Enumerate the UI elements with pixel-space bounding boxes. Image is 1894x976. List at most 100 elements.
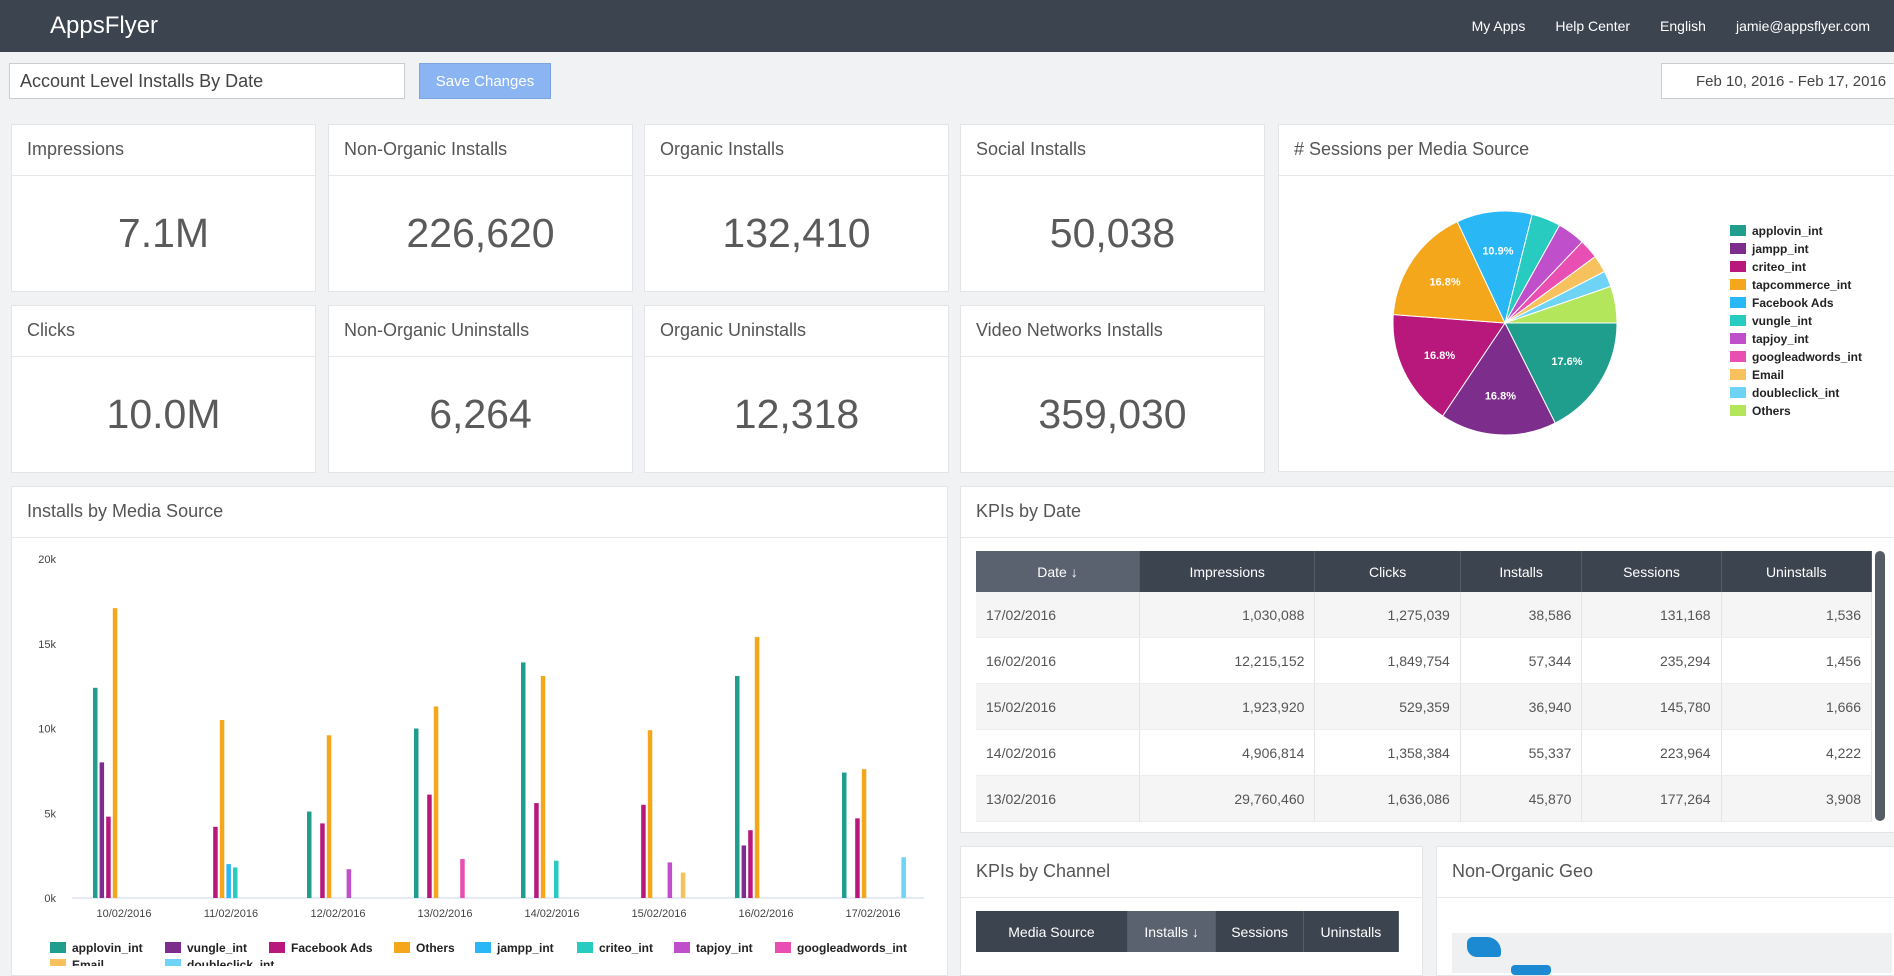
save-button[interactable]: Save Changes — [419, 63, 551, 99]
cell: 1,666 — [1721, 683, 1873, 730]
nav-help[interactable]: Help Center — [1555, 18, 1631, 34]
scrollbar[interactable] — [1875, 551, 1885, 821]
card-title: KPIs by Channel — [976, 861, 1111, 881]
bar-card: Installs by Media Source — [11, 486, 948, 976]
cell: 1,456 — [1721, 637, 1873, 684]
data-row: 17/02/2016 1,030,088 1,275,039 38,586 131,16… — [976, 592, 1873, 638]
nav: My Apps Help Center English jamie@appsfl… — [1472, 0, 1870, 52]
nav-language[interactable]: English — [1660, 18, 1706, 34]
tile-value: 12,318 — [733, 390, 860, 437]
tile-value: 359,030 — [1038, 390, 1187, 437]
data-row: 15/02/2016 1,923,920 529,359 36,940 145,780 1… — [976, 683, 1873, 730]
cell: 1,636,086 — [1314, 775, 1461, 822]
column-header[interactable]: Impressions — [1139, 551, 1316, 592]
cell: 16/02/2016 — [976, 637, 1140, 684]
stat-tile: Clicks 10.0M — [11, 305, 316, 473]
sep — [961, 356, 1264, 357]
map-region[interactable] — [1511, 965, 1551, 975]
cell: 15/02/2016 — [976, 683, 1140, 730]
cell: 36,940 — [1460, 683, 1583, 730]
tile-value: 7.1M — [117, 209, 210, 256]
sep — [329, 175, 632, 176]
cell: 17/02/2016 — [976, 592, 1140, 638]
cell: 1,030,088 — [1139, 592, 1316, 638]
nav-user[interactable]: jamie@appsflyer.com — [1735, 18, 1870, 34]
cell: 131,168 — [1581, 592, 1722, 638]
column-header[interactable]: Media Source — [976, 911, 1128, 952]
data-row: 13/02/2016 29,760,460 1,636,086 45,870 177,2… — [976, 775, 1873, 822]
cell: 3,908 — [1721, 775, 1873, 822]
column-header[interactable]: Sessions — [1215, 911, 1304, 952]
data-row: 16/02/2016 12,215,152 1,849,754 57,344 235,2… — [976, 637, 1873, 684]
cell: 29,760,460 — [1139, 775, 1316, 822]
cell: 235,294 — [1581, 637, 1722, 684]
column-header[interactable]: Clicks — [1314, 551, 1461, 592]
top-bar: AppsFlyer My Apps Help Center English ja… — [0, 0, 1894, 52]
kpi-date-card: KPIs by Date Date ↓ Impressions Clicks Inst… — [960, 486, 1894, 833]
tile-label: Impressions — [27, 139, 125, 159]
card-title: Installs by Media Source — [27, 501, 224, 521]
column-header[interactable]: Uninstalls — [1303, 911, 1400, 952]
header-row: Date ↓ Impressions Clicks Installs Sessions U… — [976, 551, 1873, 592]
cell: 14/02/2016 — [976, 729, 1140, 776]
cell: 45,870 — [1460, 775, 1583, 822]
column-header[interactable]: Uninstalls — [1721, 551, 1873, 592]
nav-my-apps[interactable]: My Apps — [1471, 18, 1526, 34]
sep — [645, 175, 948, 176]
sep — [329, 356, 632, 357]
sep — [961, 175, 1264, 176]
stat-tile: Organic Uninstalls 12,318 — [644, 305, 949, 473]
cell: 55,337 — [1460, 729, 1583, 776]
cell: 4,906,814 — [1139, 729, 1316, 776]
card-title: # Sessions per Media Source — [1294, 139, 1530, 159]
tile-value: 132,410 — [722, 209, 871, 256]
tile-value: 226,620 — [406, 209, 555, 256]
stat-tile: Non-Organic Uninstalls 6,264 — [328, 305, 633, 473]
cell: 529,359 — [1314, 683, 1461, 730]
kpi-date-table: Date ↓ Impressions Clicks Installs Sessions U… — [976, 551, 1873, 822]
card-title: Non-Organic Geo — [1452, 861, 1594, 881]
tile-label: Clicks — [27, 320, 75, 340]
stat-tile: Video Networks Installs 359,030 — [960, 305, 1265, 473]
cell: 4,222 — [1721, 729, 1873, 776]
tile-label: Non-Organic Installs — [344, 139, 508, 159]
cell: 1,923,920 — [1139, 683, 1316, 730]
tile-value: 50,038 — [1049, 209, 1176, 256]
column-header[interactable]: Date ↓ — [976, 551, 1140, 592]
geo-card: Non-Organic Geo — [1436, 846, 1894, 976]
tile-value: 10.0M — [106, 390, 221, 437]
column-header[interactable]: Installs — [1460, 551, 1583, 592]
tile-label: Non-Organic Uninstalls — [344, 320, 530, 340]
kpi-channel-table: Media Source Installs ↓ Sessions Uninstalls — [976, 911, 1400, 952]
cell: 38,586 — [1460, 592, 1583, 638]
date-picker[interactable]: Feb 10, 2016 - Feb 17, 2016 — [1661, 63, 1894, 99]
card-title: KPIs by Date — [976, 501, 1082, 521]
logo[interactable]: AppsFlyer — [50, 12, 159, 39]
cell: 1,275,039 — [1314, 592, 1461, 638]
sep — [645, 356, 948, 357]
sep — [12, 175, 315, 176]
tile-value: 6,264 — [429, 390, 532, 437]
tile-label: Video Networks Installs — [976, 320, 1163, 340]
map-region[interactable] — [1467, 937, 1501, 957]
column-header[interactable]: Sessions — [1581, 551, 1722, 592]
tile-label: Social Installs — [976, 139, 1087, 159]
cell: 177,264 — [1581, 775, 1722, 822]
header-row: Media Source Installs ↓ Sessions Uninstalls — [976, 911, 1400, 952]
tile-label: Organic Uninstalls — [660, 320, 807, 340]
stat-tile: Non-Organic Installs 226,620 — [328, 124, 633, 292]
cell: 145,780 — [1581, 683, 1722, 730]
stat-tile: Social Installs 50,038 — [960, 124, 1265, 292]
cell: 1,536 — [1721, 592, 1873, 638]
column-header[interactable]: Installs ↓ — [1127, 911, 1217, 952]
cell: 223,964 — [1581, 729, 1722, 776]
sep — [12, 356, 315, 357]
cell: 1,358,384 — [1314, 729, 1461, 776]
kpi-channel-card: KPIs by Channel Media Source Installs ↓ Se… — [960, 846, 1423, 976]
cell: 12,215,152 — [1139, 637, 1316, 684]
cell: 57,344 — [1460, 637, 1583, 684]
pie-card: # Sessions per Media Source — [1278, 124, 1894, 472]
data-row: 14/02/2016 4,906,814 1,358,384 55,337 223,96… — [976, 729, 1873, 776]
report-select[interactable]: Account Level Installs By Date — [9, 63, 405, 99]
